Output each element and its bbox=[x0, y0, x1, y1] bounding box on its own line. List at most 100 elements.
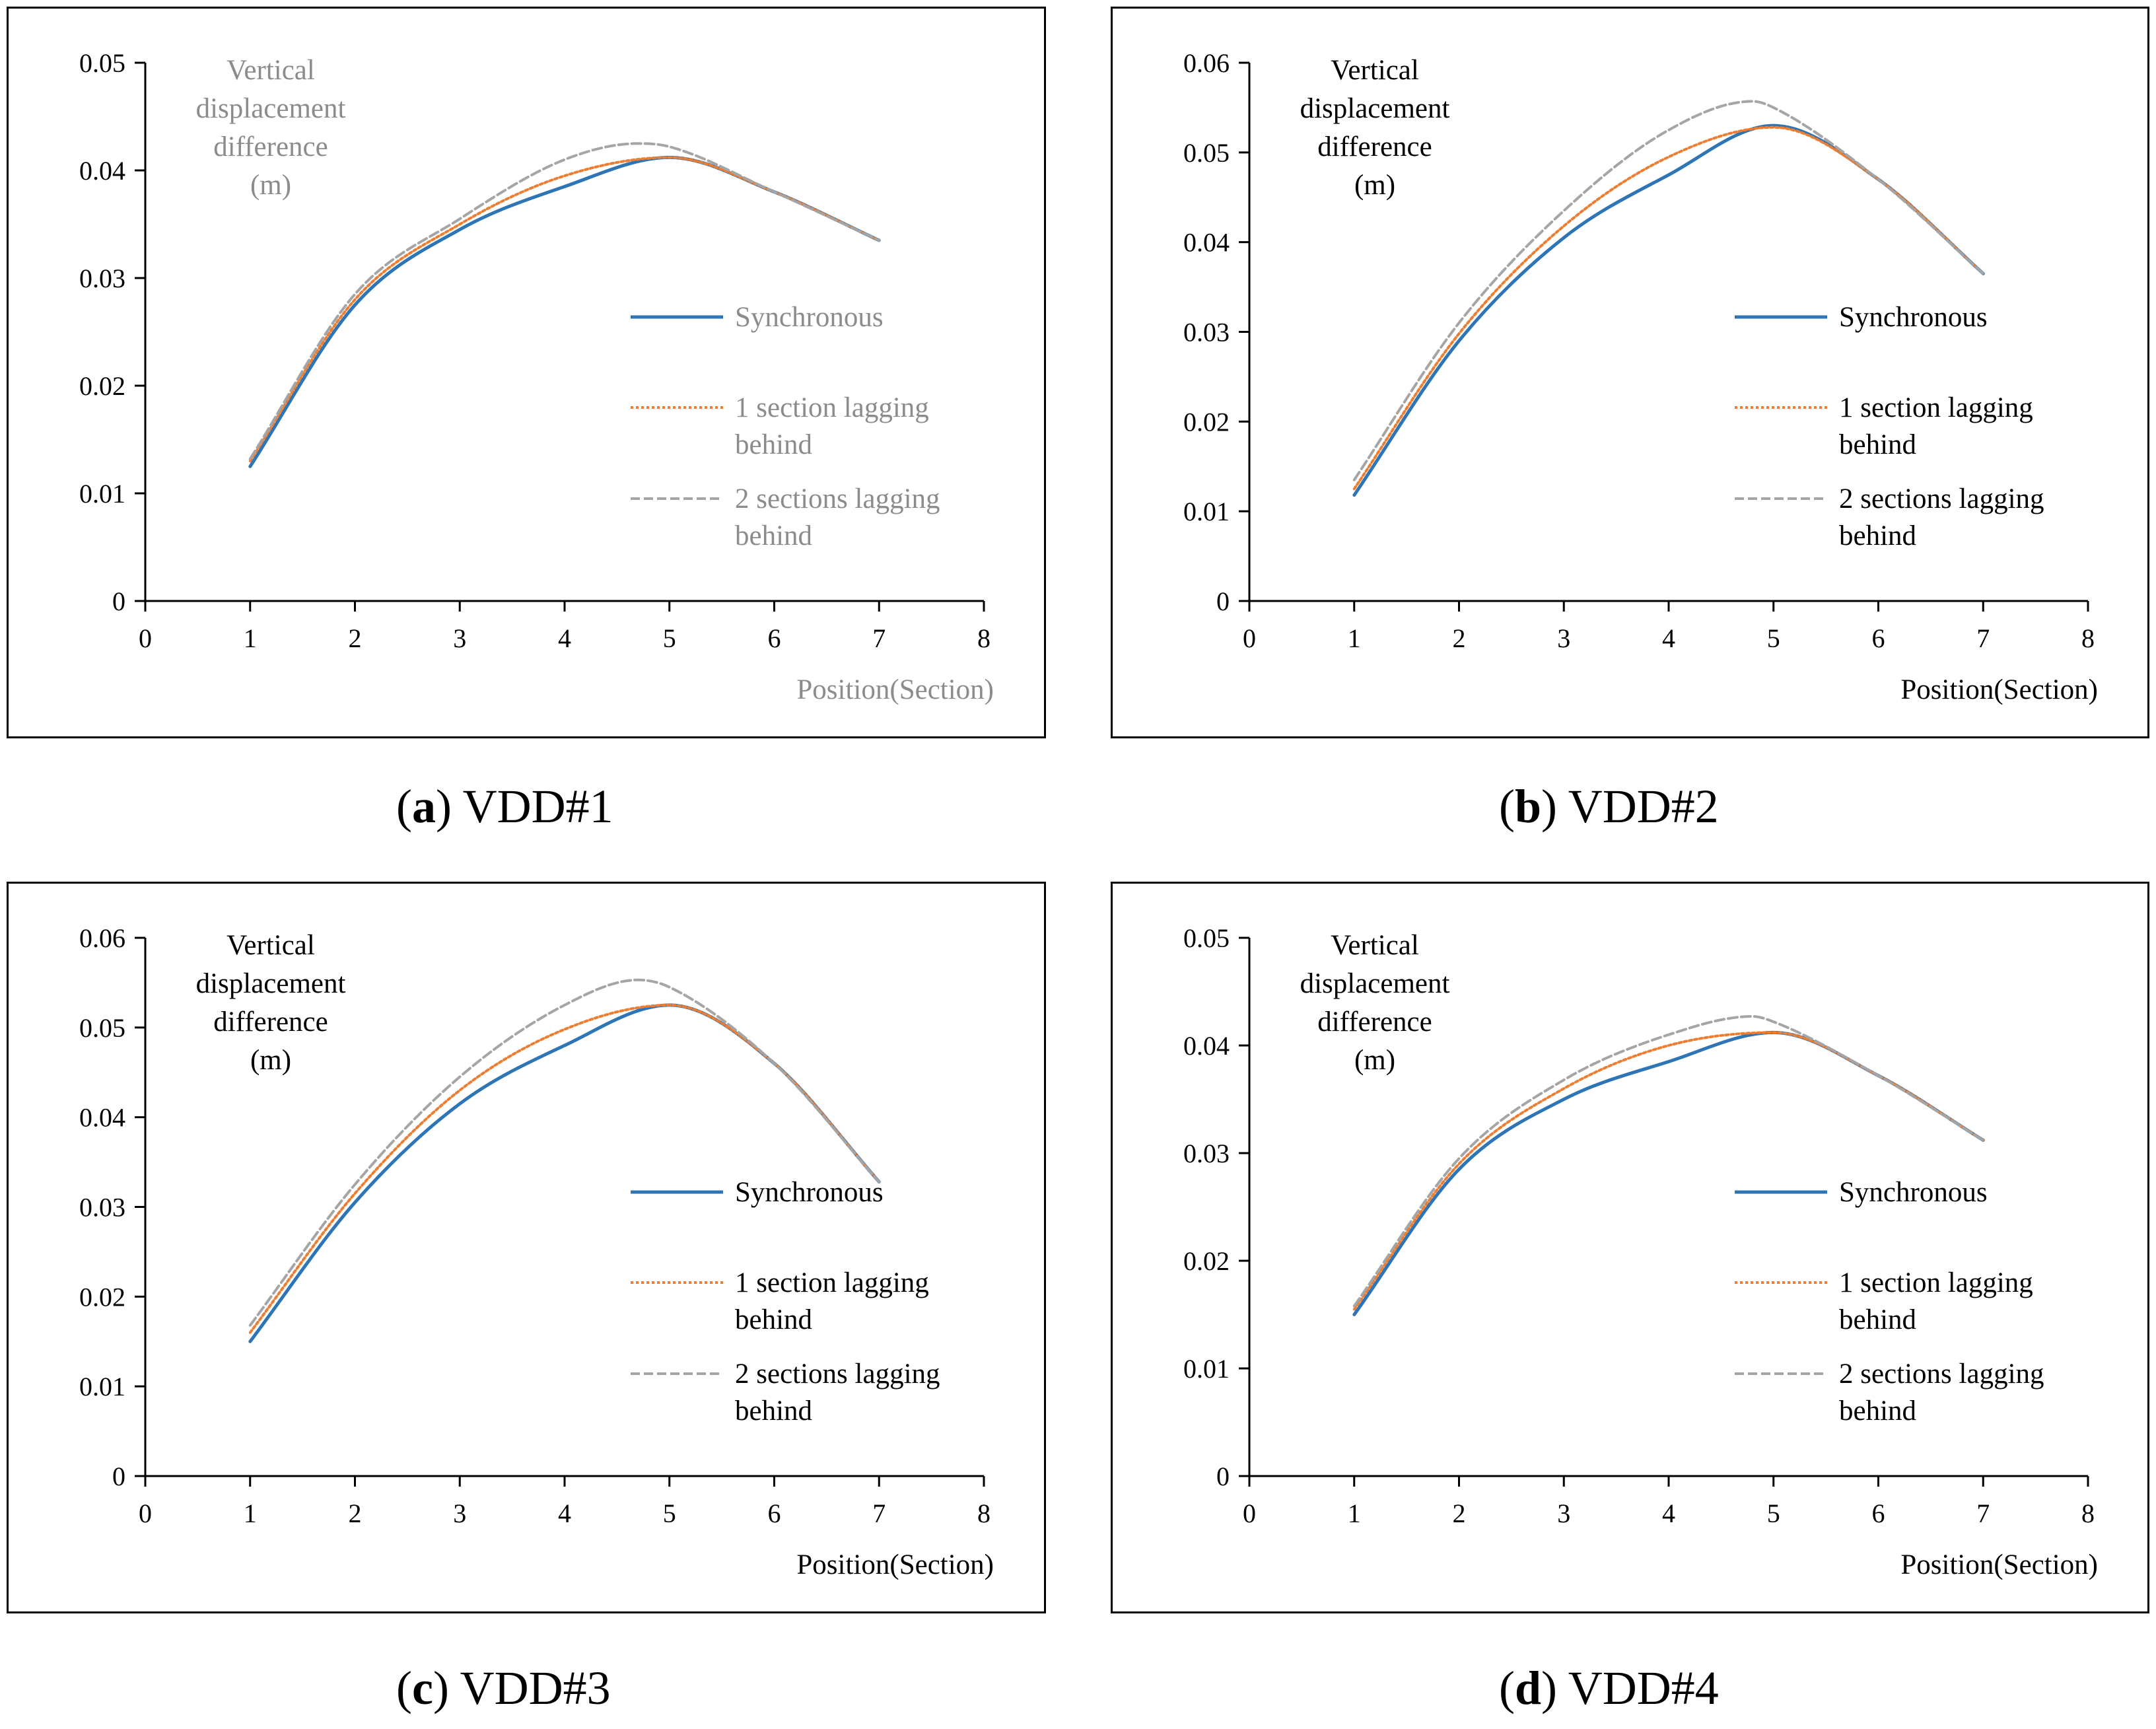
series-line-3 bbox=[248, 978, 881, 1327]
y-axis-title-line: (m) bbox=[250, 170, 291, 201]
legend-label-3: 2 sections lagging behind bbox=[735, 483, 940, 551]
caption-text: VDD#2 bbox=[1568, 780, 1719, 833]
legend-label-line: behind bbox=[1839, 1304, 1916, 1335]
y-axis-title-line: displacement bbox=[196, 968, 346, 999]
y-axis-title-line: (m) bbox=[1354, 1045, 1395, 1076]
y-tick-label: 0.04 bbox=[1183, 1031, 1230, 1061]
x-tick-label: 1 bbox=[1348, 623, 1361, 653]
y-axis-title-line: (m) bbox=[250, 1045, 291, 1076]
y-tick-label: 0 bbox=[112, 586, 125, 616]
x-tick-label: 3 bbox=[453, 1499, 466, 1528]
legend-label-line: 1 section lagging bbox=[735, 392, 929, 423]
x-tick-label: 7 bbox=[1976, 1499, 1990, 1528]
legend-label-line: Synchronous bbox=[735, 1177, 884, 1208]
y-tick-label: 0 bbox=[1216, 586, 1230, 616]
y-axis-title-line: Vertical bbox=[226, 930, 315, 961]
chart-frame bbox=[1111, 7, 2149, 738]
x-tick-label: 6 bbox=[1872, 623, 1885, 653]
x-tick-label: 2 bbox=[349, 623, 362, 653]
y-tick-label: 0 bbox=[1216, 1462, 1230, 1491]
y-tick-label: 0.01 bbox=[79, 1372, 125, 1401]
y-axis-title-line: displacement bbox=[1300, 968, 1450, 999]
y-axis-title-line: difference bbox=[213, 1006, 328, 1038]
legend-label-line: 1 section lagging bbox=[735, 1267, 929, 1298]
y-tick-label: 0.02 bbox=[1183, 407, 1230, 437]
legend-label-line: 2 sections lagging bbox=[1839, 1358, 2044, 1390]
caption-letter: b bbox=[1514, 780, 1542, 833]
chart-svg: 0 0.01 0.02 0.03 0.04 0.05 0.06 0 1 2 3 4 5 6 7 8 Vertic… bbox=[7, 882, 1046, 1613]
x-tick-label: 0 bbox=[1243, 1499, 1256, 1528]
legend-label-2: 1 section lagging behind bbox=[1839, 392, 2033, 460]
caption-letter: a bbox=[411, 780, 436, 833]
caption-letter: c bbox=[411, 1662, 433, 1714]
x-tick-label: 2 bbox=[1453, 1499, 1466, 1528]
x-tick-label: 2 bbox=[1453, 623, 1466, 653]
series-line-3 bbox=[1352, 1014, 1985, 1308]
x-tick-label: 0 bbox=[139, 623, 152, 653]
x-axis-title: Position(Section) bbox=[796, 674, 994, 705]
y-tick-label: 0.01 bbox=[79, 479, 125, 509]
x-tick-label: 4 bbox=[558, 623, 571, 653]
y-tick-label: 0.03 bbox=[79, 1193, 125, 1222]
caption-d: (d) VDD#4 bbox=[1499, 1662, 1719, 1714]
x-tick-label: 7 bbox=[872, 1499, 886, 1528]
chart-svg: 0 0.01 0.02 0.03 0.04 0.05 0.06 0 1 2 3 4 5 6 7 8 Vertic… bbox=[1111, 7, 2149, 738]
legend-label-line: Synchronous bbox=[1839, 1177, 1988, 1208]
y-axis-title-line: (m) bbox=[1354, 170, 1395, 201]
legend-label-line: behind bbox=[1839, 520, 1916, 551]
y-tick-label: 0.05 bbox=[1183, 923, 1230, 953]
x-tick-label: 4 bbox=[1662, 1499, 1675, 1528]
caption-b: (b) VDD#2 bbox=[1499, 780, 1719, 833]
x-tick-label: 1 bbox=[244, 1499, 257, 1528]
legend-label-2: 1 section lagging behind bbox=[735, 392, 929, 460]
x-tick-label: 7 bbox=[872, 623, 886, 653]
legend-label-line: behind bbox=[735, 1304, 812, 1335]
x-tick-label: 7 bbox=[1976, 623, 1990, 653]
series-line-3 bbox=[248, 142, 881, 460]
legend-label-3: 2 sections lagging behind bbox=[1839, 483, 2044, 551]
legend-label-line: 1 section lagging bbox=[1839, 392, 2033, 423]
legend-label-1: Synchronous bbox=[735, 1177, 884, 1208]
x-tick-label: 6 bbox=[1872, 1499, 1885, 1528]
y-tick-label: 0.01 bbox=[1183, 497, 1230, 526]
x-tick-label: 6 bbox=[768, 623, 781, 653]
caption-text: VDD#1 bbox=[462, 780, 613, 833]
chart-frame bbox=[1111, 882, 2149, 1613]
legend-label-line: Synchronous bbox=[735, 302, 884, 333]
x-tick-label: 4 bbox=[1662, 623, 1675, 653]
y-tick-label: 0.04 bbox=[1183, 228, 1230, 258]
x-axis-title: Position(Section) bbox=[1900, 1549, 2098, 1580]
legend-label-2: 1 section lagging behind bbox=[735, 1267, 929, 1335]
x-tick-label: 0 bbox=[1243, 623, 1256, 653]
legend-label-line: 2 sections lagging bbox=[735, 1358, 940, 1390]
x-tick-label: 8 bbox=[2081, 1499, 2095, 1528]
x-tick-label: 8 bbox=[977, 1499, 991, 1528]
y-tick-label: 0.03 bbox=[79, 264, 125, 293]
x-tick-label: 1 bbox=[244, 623, 257, 653]
x-tick-label: 2 bbox=[349, 1499, 362, 1528]
x-tick-label: 3 bbox=[1557, 1499, 1570, 1528]
caption-text: VDD#3 bbox=[460, 1662, 611, 1714]
x-tick-label: 3 bbox=[1557, 623, 1570, 653]
x-tick-label: 6 bbox=[768, 1499, 781, 1528]
y-axis-title-line: difference bbox=[1317, 131, 1432, 162]
legend-label-2: 1 section lagging behind bbox=[1839, 1267, 2033, 1335]
y-axis-title-line: difference bbox=[1317, 1006, 1432, 1038]
y-tick-label: 0.06 bbox=[79, 923, 125, 953]
chart-panel-c: 0 0.01 0.02 0.03 0.04 0.05 0.06 0 1 2 3 4 5 6 7 8 Vertic… bbox=[7, 882, 1046, 1613]
legend-label-line: behind bbox=[735, 429, 812, 460]
legend-label-1: Synchronous bbox=[1839, 302, 1988, 333]
legend-label-line: 2 sections lagging bbox=[735, 483, 940, 514]
y-axis-title-line: Vertical bbox=[1331, 55, 1419, 86]
legend-label-line: 1 section lagging bbox=[1839, 1267, 2033, 1298]
legend-label-line: 2 sections lagging bbox=[1839, 483, 2044, 514]
y-tick-label: 0.02 bbox=[79, 371, 125, 401]
x-axis-title: Position(Section) bbox=[796, 1549, 994, 1580]
legend-label-line: behind bbox=[1839, 429, 1916, 460]
y-tick-label: 0 bbox=[112, 1462, 125, 1491]
legend-label-3: 2 sections lagging behind bbox=[735, 1358, 940, 1427]
y-axis-title-line: Vertical bbox=[1331, 930, 1419, 961]
y-tick-label: 0.02 bbox=[79, 1282, 125, 1312]
chart-frame bbox=[7, 7, 1046, 738]
y-tick-label: 0.03 bbox=[1183, 1139, 1230, 1168]
